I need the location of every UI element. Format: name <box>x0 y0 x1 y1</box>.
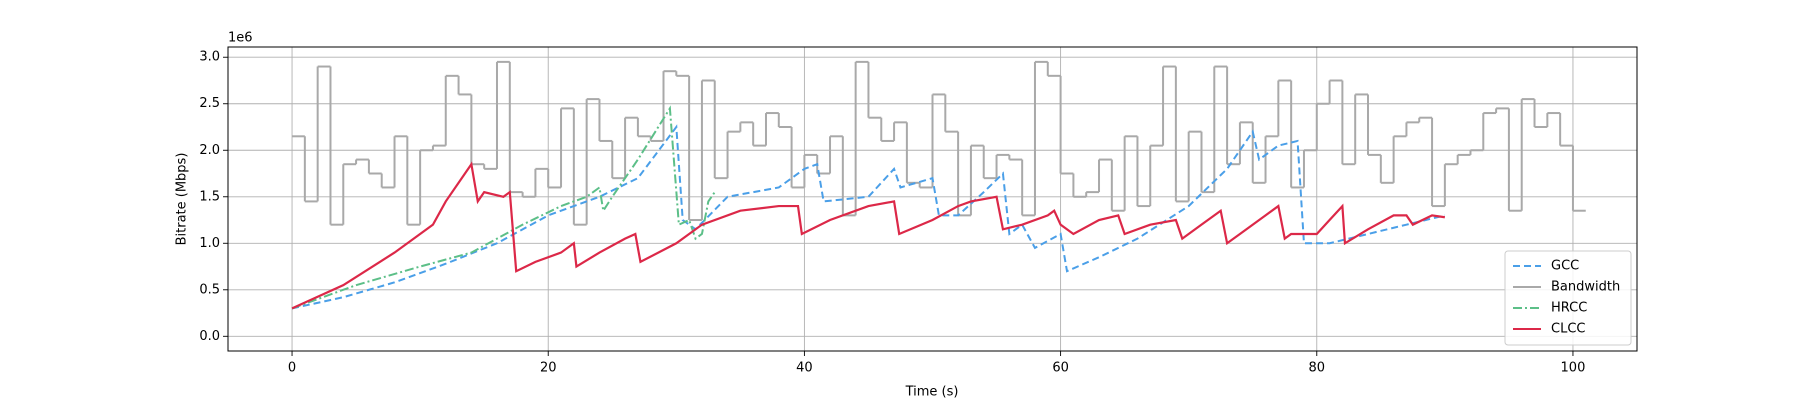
y-axis-label: Bitrate (Mbps) <box>175 153 190 246</box>
x-tick-label: 0 <box>288 361 296 376</box>
legend-label: GCC <box>1551 259 1579 274</box>
legend: GCC Bandwidth HRCC CLCC <box>1504 250 1632 346</box>
step-line <box>292 60 1586 226</box>
y-tick-label: 2.5 <box>199 96 220 111</box>
x-tick-label: 80 <box>1308 361 1325 376</box>
y-tick-label: 2.0 <box>199 143 220 158</box>
legend-label: HRCC <box>1551 301 1587 316</box>
series-line <box>291 105 716 310</box>
x-tick-label: 20 <box>540 361 557 376</box>
y-tick-label: 3.0 <box>199 50 220 65</box>
y-tick-label: 1.0 <box>199 236 220 251</box>
legend-label: Bandwidth <box>1551 280 1620 295</box>
y-tick-label: 0.0 <box>199 329 220 344</box>
x-tick-label: 60 <box>1052 361 1069 376</box>
x-axis-label: Time (s) <box>905 385 959 400</box>
legend-label: CLCC <box>1551 322 1585 337</box>
y-tick-label: 0.5 <box>199 282 220 297</box>
series-line <box>291 124 1446 310</box>
legend-box <box>1504 250 1632 346</box>
x-tick-label: 100 <box>1561 361 1586 376</box>
plot-frame <box>227 46 1638 352</box>
y-tick-label: 1.5 <box>199 189 220 204</box>
x-tick-label: 40 <box>796 361 813 376</box>
y-offset-text: 1e6 <box>228 31 253 46</box>
plot-area <box>291 60 1586 310</box>
series-line <box>291 161 1446 310</box>
